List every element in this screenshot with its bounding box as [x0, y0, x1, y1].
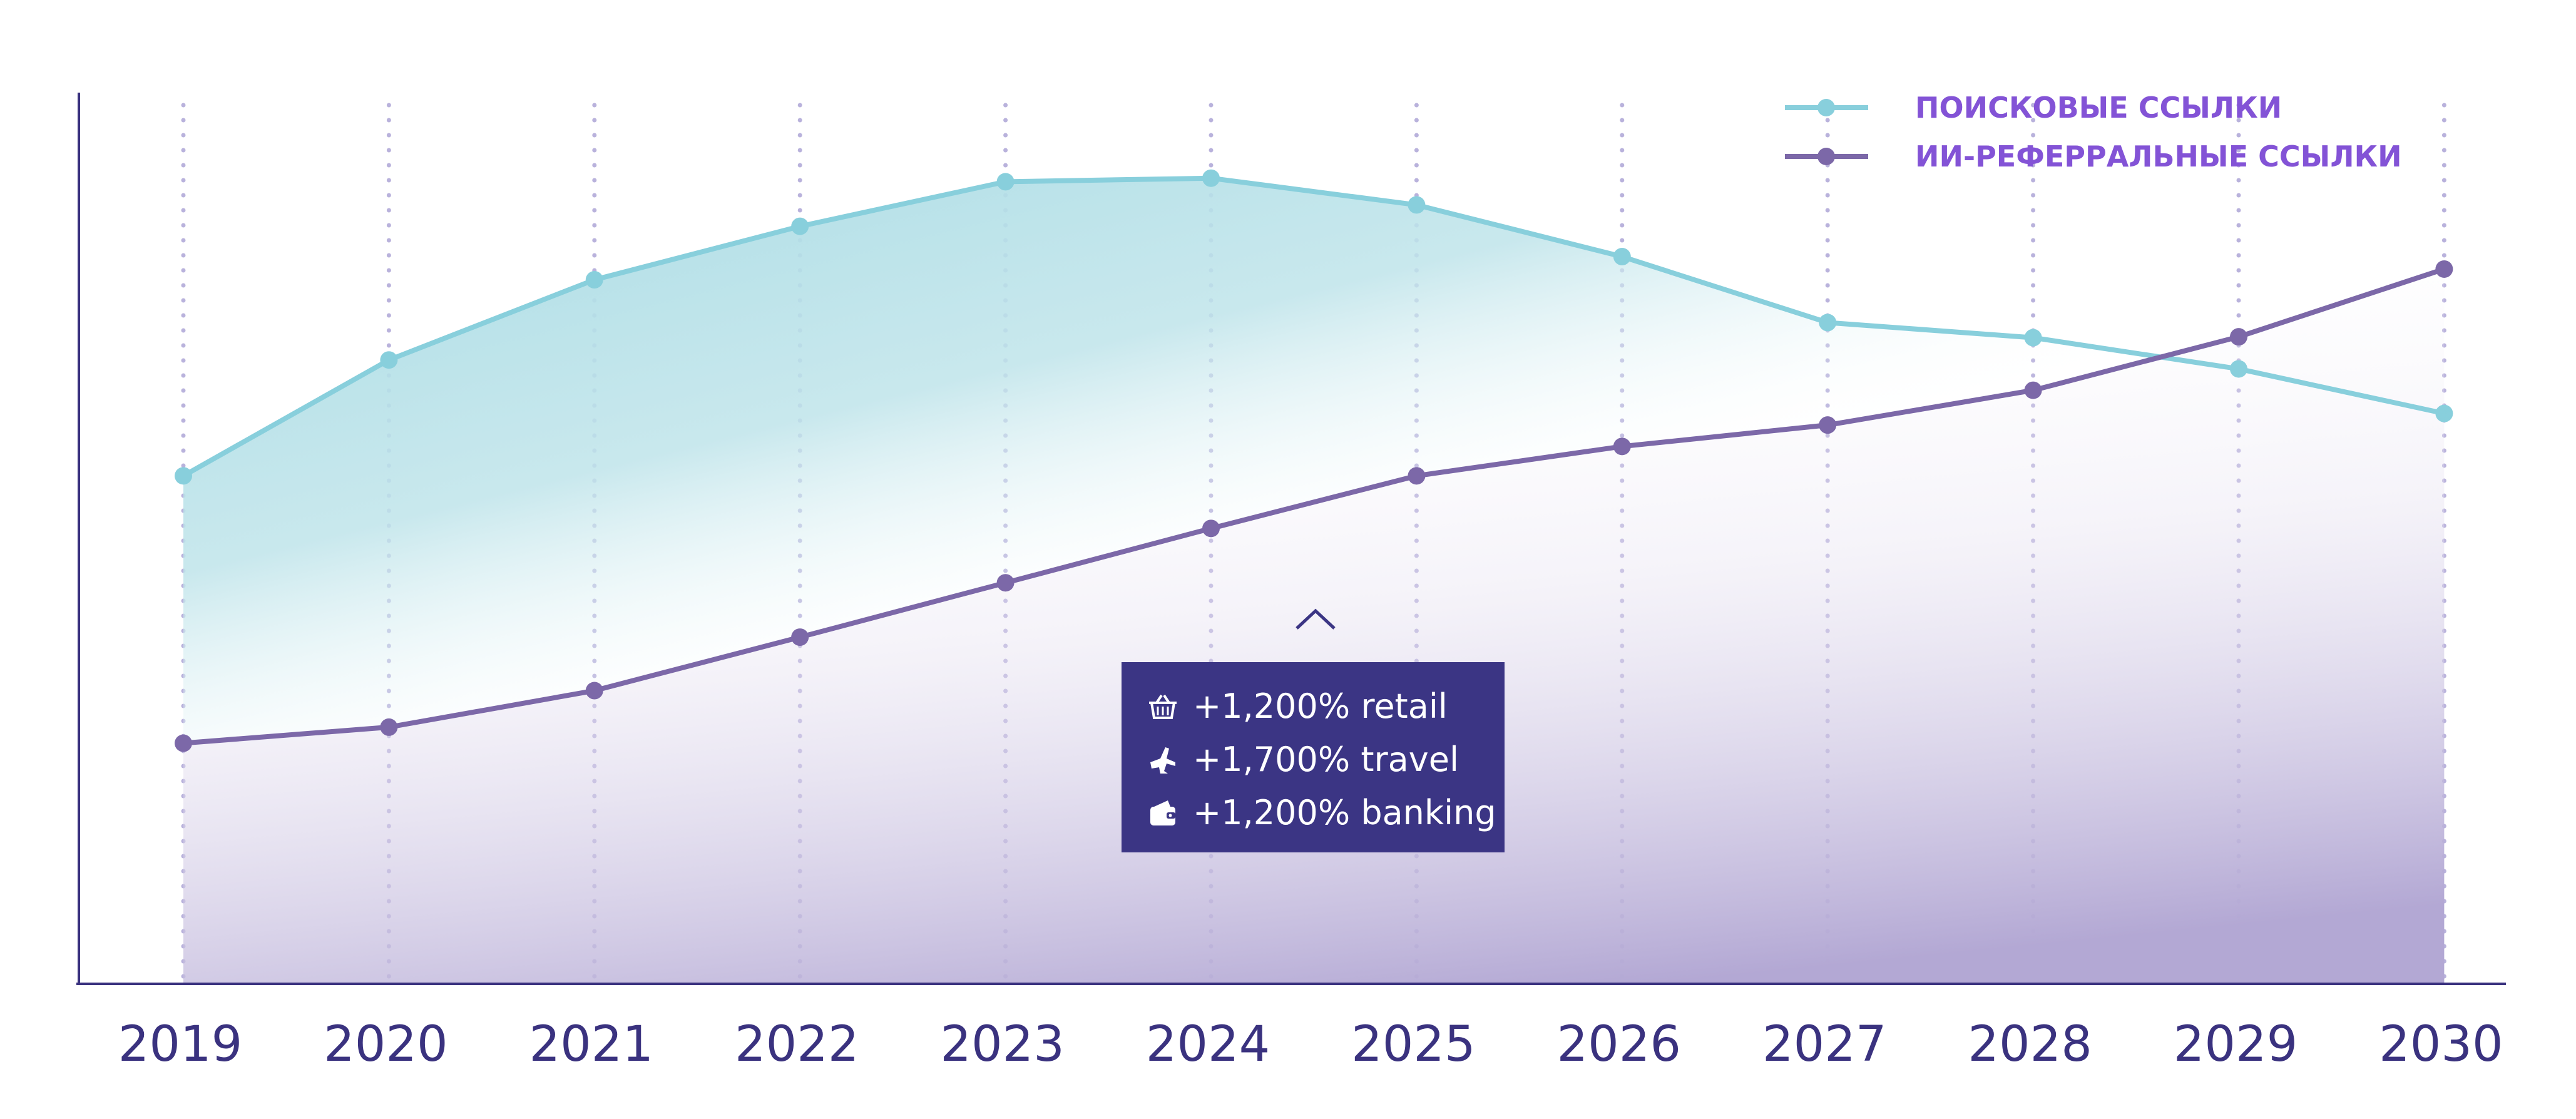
legend-marker-0 — [1817, 99, 1835, 116]
point-1-2019 — [175, 734, 192, 752]
x-tick-2020: 2020 — [324, 1016, 448, 1073]
x-tick-2019: 2019 — [118, 1016, 243, 1073]
ai-area-fill — [183, 268, 2445, 984]
point-1-2027 — [1819, 416, 1837, 434]
x-tick-2030: 2030 — [2379, 1016, 2503, 1073]
x-tick-2028: 2028 — [1968, 1016, 2092, 1073]
wallet-icon — [1147, 797, 1179, 829]
x-tick-2026: 2026 — [1557, 1016, 1682, 1073]
point-0-2023 — [996, 173, 1015, 191]
point-1-2029 — [2230, 328, 2247, 346]
point-1-2023 — [996, 574, 1015, 592]
x-tick-2022: 2022 — [735, 1016, 859, 1073]
point-0-2022 — [791, 217, 809, 235]
legend: ПОИСКОВЫЕ ССЫЛКИ ИИ-РЕФЕРРАЛЬНЫЕ ССЫЛКИ — [1785, 91, 2402, 173]
x-tick-2029: 2029 — [2174, 1016, 2298, 1073]
point-1-2025 — [1408, 467, 1426, 485]
point-0-2021 — [585, 271, 603, 289]
point-0-2020 — [380, 351, 398, 369]
annotation-retail-text: +1,200% retail — [1193, 687, 1448, 726]
search-area-fill — [183, 178, 2445, 743]
annotation-banking: +1,200% banking — [1147, 786, 1505, 839]
series-line-1 — [183, 267, 2445, 746]
point-0-2029 — [2230, 360, 2247, 378]
point-0-2025 — [1408, 196, 1426, 214]
annotation-banking-text: +1,200% banking — [1193, 793, 1496, 832]
legend-label-0: ПОИСКОВЫЕ ССЫЛКИ — [1915, 91, 2282, 125]
annotation-box: +1,200% retail +1,700% travel +1,200% ba… — [1122, 662, 1505, 852]
x-tick-2023: 2023 — [940, 1016, 1065, 1073]
point-0-2026 — [1613, 248, 1631, 266]
point-1-2028 — [2024, 381, 2042, 399]
point-0-2019 — [175, 467, 192, 485]
point-1-2022 — [791, 628, 809, 646]
annotation-travel: +1,700% travel — [1147, 733, 1505, 786]
legend-label-1: ИИ-РЕФЕРРАЛЬНЫЕ ССЫЛКИ — [1915, 140, 2402, 173]
annotation-retail: +1,200% retail — [1147, 680, 1505, 733]
point-1-2020 — [380, 718, 398, 736]
point-0-2024 — [1202, 169, 1220, 187]
point-0-2027 — [1819, 314, 1837, 332]
point-1-2030 — [2435, 260, 2453, 278]
x-tick-labels: 2019 2020 2021 2022 2023 2024 2025 2026 2027 2028… — [118, 1016, 2503, 1073]
point-1-2021 — [585, 682, 603, 700]
legend-marker-1 — [1817, 148, 1835, 165]
point-1-2026 — [1613, 437, 1631, 456]
basket-icon — [1147, 690, 1179, 723]
point-1-2024 — [1202, 519, 1220, 538]
x-tick-2027: 2027 — [1762, 1016, 1887, 1073]
point-0-2030 — [2435, 404, 2453, 422]
annotation-travel-text: +1,700% travel — [1193, 740, 1459, 779]
x-tick-2025: 2025 — [1351, 1016, 1476, 1073]
point-0-2028 — [2024, 329, 2042, 347]
airplane-icon — [1147, 743, 1179, 776]
tooltip-caret-icon — [1294, 607, 1337, 632]
series-line-0 — [182, 175, 2445, 478]
x-tick-2024: 2024 — [1146, 1016, 1270, 1073]
x-tick-2021: 2021 — [529, 1016, 654, 1073]
